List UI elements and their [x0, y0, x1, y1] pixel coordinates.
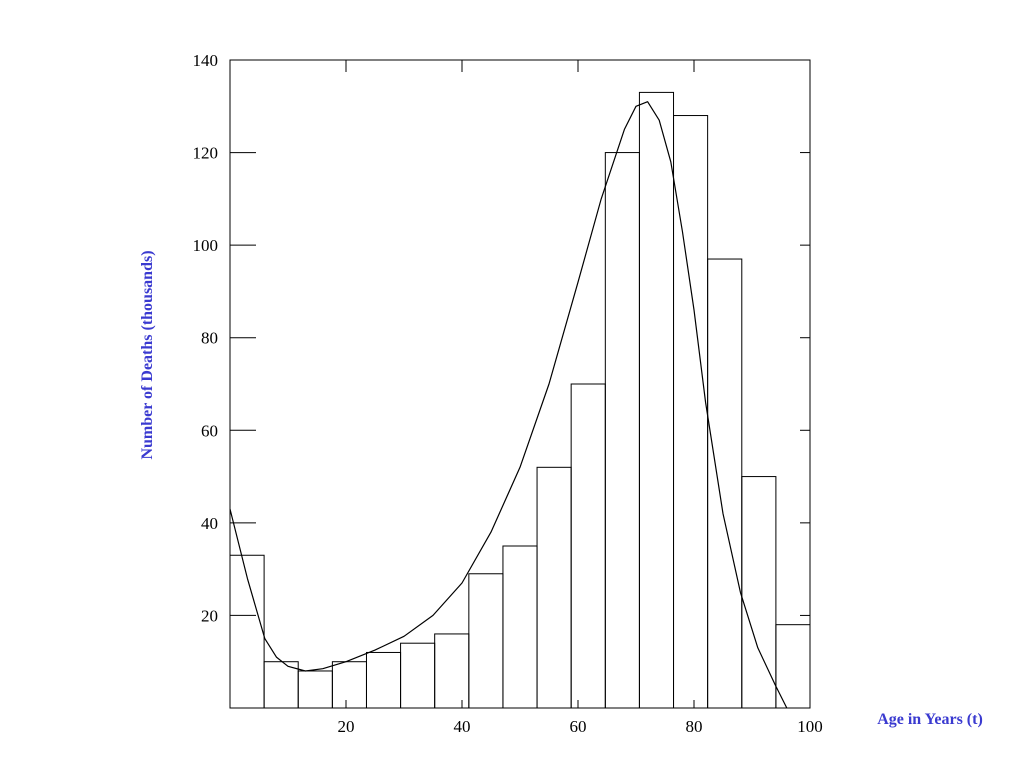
- y-tick-label: 20: [201, 606, 218, 625]
- histogram-bar: [331, 661, 367, 709]
- y-tick-label: 80: [201, 329, 218, 348]
- x-tick-label: 40: [454, 717, 471, 736]
- histogram-bar: [536, 466, 572, 709]
- x-tick-label: 100: [797, 717, 823, 736]
- y-axis-label: Number of Deaths (thousands): [139, 250, 156, 459]
- histogram-bar: [638, 91, 675, 709]
- y-tick-label: 140: [193, 51, 219, 70]
- histogram-bar: [468, 573, 504, 709]
- histogram-bar: [673, 115, 709, 709]
- histogram-bar: [263, 661, 299, 709]
- x-tick-label: 20: [338, 717, 355, 736]
- histogram-bar: [297, 670, 333, 709]
- y-tick-label: 120: [193, 144, 219, 163]
- x-axis-label: Age in Years (t): [877, 711, 983, 728]
- x-tick-label: 80: [686, 717, 703, 736]
- histogram-bar: [365, 651, 402, 709]
- histogram-bar: [400, 642, 436, 709]
- plot-area: 20 40 60 80 100 120 140 20 40 60 80 100: [193, 51, 823, 736]
- x-tick-label: 60: [570, 717, 587, 736]
- histogram-bar: [502, 545, 538, 709]
- histogram-bar: [434, 633, 470, 709]
- plot-frame: [229, 59, 811, 709]
- fitted-curve: [229, 101, 788, 709]
- histogram-bar: [741, 476, 777, 709]
- y-tick-label: 100: [193, 236, 219, 255]
- y-tick-label: 60: [201, 421, 218, 440]
- histogram-bar: [707, 258, 743, 709]
- y-tick-label: 40: [201, 514, 218, 533]
- histogram-bar: [570, 383, 606, 709]
- histogram-bar: [604, 152, 640, 709]
